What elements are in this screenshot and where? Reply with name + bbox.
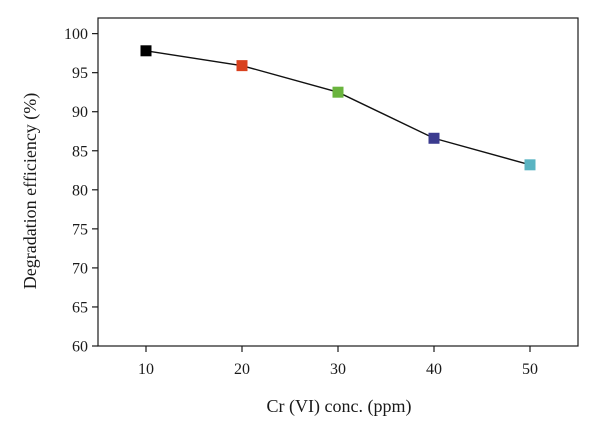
data-point-marker: [428, 132, 440, 144]
plot-area-border: [97, 17, 579, 347]
x-tick-label: 50: [522, 361, 538, 378]
y-tick-label: 100: [64, 26, 88, 43]
y-tick-label: 60: [72, 339, 88, 356]
y-tick-label: 85: [72, 143, 88, 160]
y-tick-label: 70: [72, 260, 88, 277]
data-point-marker: [236, 60, 248, 72]
data-point-marker: [140, 45, 152, 57]
x-tick-label: 20: [234, 361, 250, 378]
x-tick-label: 40: [426, 361, 442, 378]
x-tick-label: 10: [138, 361, 154, 378]
y-tick-label: 90: [72, 104, 88, 121]
y-axis-label: Degradation efficiency (%): [20, 93, 41, 290]
series-line: [145, 50, 531, 166]
x-axis-label: Cr (VI) conc. (ppm): [267, 396, 412, 417]
data-point-marker: [332, 86, 344, 98]
y-tick-label: 65: [72, 299, 88, 316]
data-point-marker: [524, 159, 536, 171]
series-group: [140, 45, 536, 171]
y-tick-label: 75: [72, 221, 88, 238]
y-tick-label: 95: [72, 65, 88, 82]
y-tick-label: 80: [72, 182, 88, 199]
x-tick-label: 30: [330, 361, 346, 378]
plot-frame: [97, 17, 579, 347]
y-axis-ticks: 60 65 70 75 80 85 90 95 100: [64, 26, 98, 356]
x-axis-ticks: 10 20 30 40 50: [138, 346, 538, 378]
